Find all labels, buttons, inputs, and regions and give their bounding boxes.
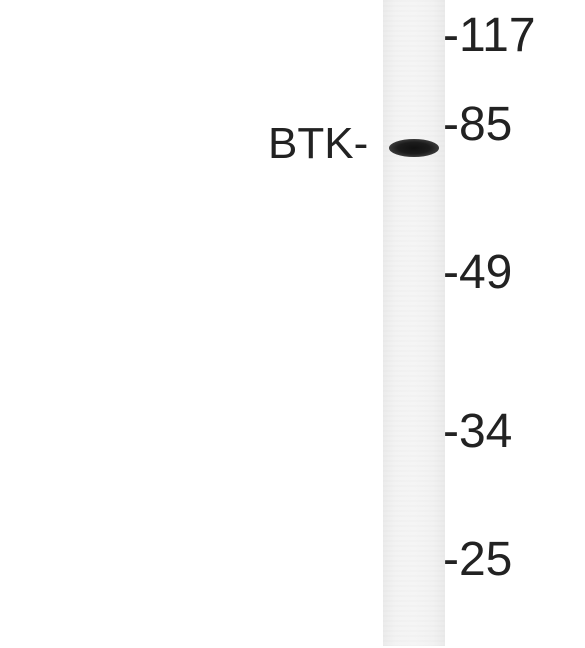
marker-85-label: -85 (443, 98, 513, 151)
lane-texture (383, 0, 445, 646)
marker-49-label: -49 (443, 246, 513, 299)
marker-34-label: -34 (443, 405, 513, 458)
target-protein-label: BTK- (268, 119, 369, 168)
btk-band (389, 139, 439, 157)
marker-25-label: -25 (443, 533, 513, 586)
marker-117-label: -117 (443, 9, 536, 62)
gel-lane (383, 0, 445, 646)
